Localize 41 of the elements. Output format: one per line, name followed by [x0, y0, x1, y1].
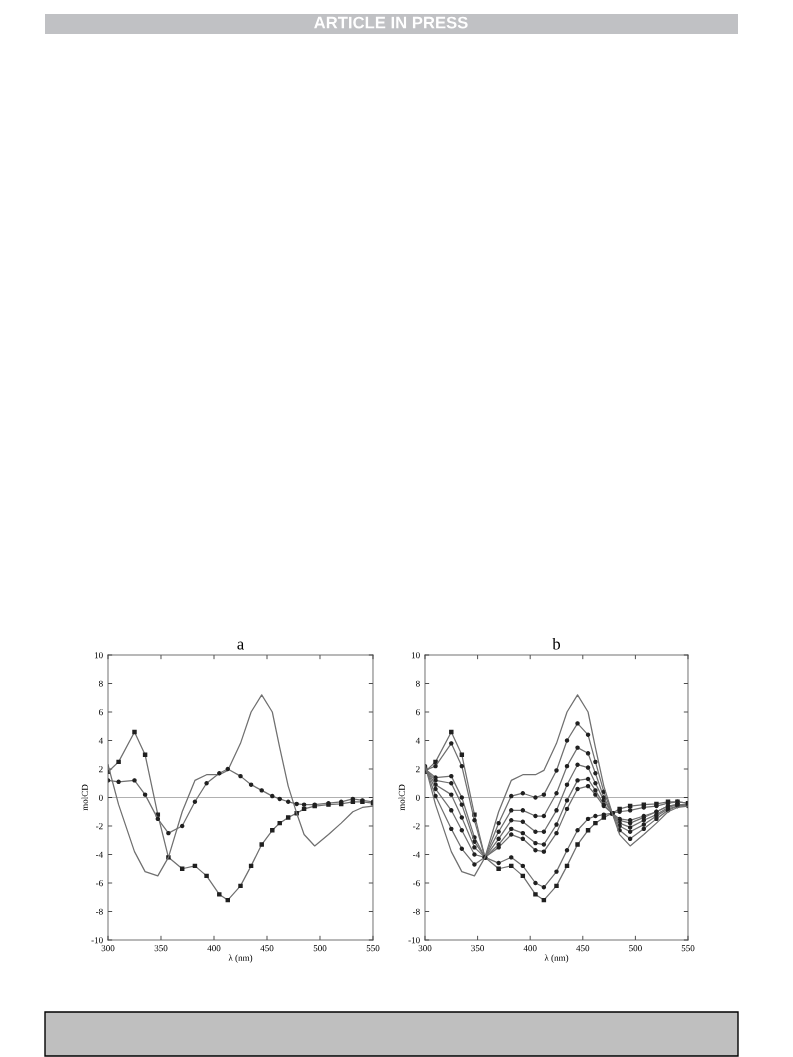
x-tick-label: 300: [101, 945, 115, 952]
x-tick-label: 350: [154, 945, 168, 952]
y-tick-label: 0: [415, 794, 420, 801]
y-tick-label: -6: [412, 880, 420, 887]
y-tick-label: 10: [411, 652, 420, 659]
x-tick-label: 400: [207, 945, 221, 952]
y-tick-label: -2: [412, 823, 420, 830]
y-tick-label: -4: [412, 851, 420, 858]
y-tick-label: 8: [415, 680, 420, 687]
y-tick-label: 8: [98, 680, 103, 687]
y-tick-label: 6: [99, 709, 103, 716]
x-tick-label: 550: [681, 945, 695, 952]
x-tick-label: 550: [366, 945, 380, 952]
y-tick-label: 10: [94, 652, 103, 659]
y-axis-title: molCD: [398, 784, 405, 811]
chart-title: b: [552, 637, 561, 650]
y-tick-label: 2: [416, 766, 420, 773]
y-axis-title: molCD: [81, 784, 88, 811]
x-axis-title: λ (nm): [228, 954, 253, 963]
y-tick-label: 4: [415, 737, 420, 744]
y-tick-label: 0: [98, 794, 103, 801]
y-tick-label: -8: [412, 908, 420, 915]
y-tick-label: -10: [91, 937, 103, 944]
y-tick-label: 4: [98, 737, 103, 744]
x-tick-label: 300: [418, 945, 432, 952]
x-tick-label: 450: [576, 945, 590, 952]
text: ARTICLE IN PRESS: [314, 16, 468, 29]
x-tick-label: 500: [629, 945, 642, 952]
y-tick-label: 2: [99, 766, 103, 773]
y-tick-label: -10: [408, 937, 420, 944]
x-tick-label: 500: [313, 945, 327, 952]
chart-title: a: [237, 641, 244, 650]
y-tick-label: -8: [95, 908, 103, 915]
y-tick-label: -2: [95, 823, 103, 830]
x-tick-label: 350: [471, 945, 485, 952]
x-tick-label: 450: [260, 945, 274, 952]
y-tick-label: 6: [416, 709, 420, 716]
x-axis-title: λ (nm): [544, 954, 569, 963]
y-tick-label: -4: [95, 851, 103, 858]
x-tick-label: 400: [523, 945, 537, 952]
y-tick-label: -6: [95, 880, 103, 887]
